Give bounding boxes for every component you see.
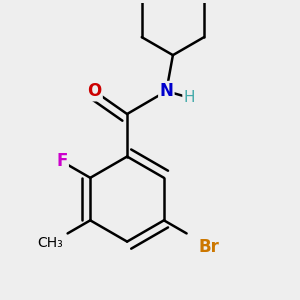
- Text: Br: Br: [199, 238, 220, 256]
- Text: H: H: [184, 90, 195, 105]
- Text: N: N: [159, 82, 173, 100]
- Text: F: F: [56, 152, 68, 170]
- Text: CH₃: CH₃: [38, 236, 64, 250]
- Text: O: O: [87, 82, 101, 100]
